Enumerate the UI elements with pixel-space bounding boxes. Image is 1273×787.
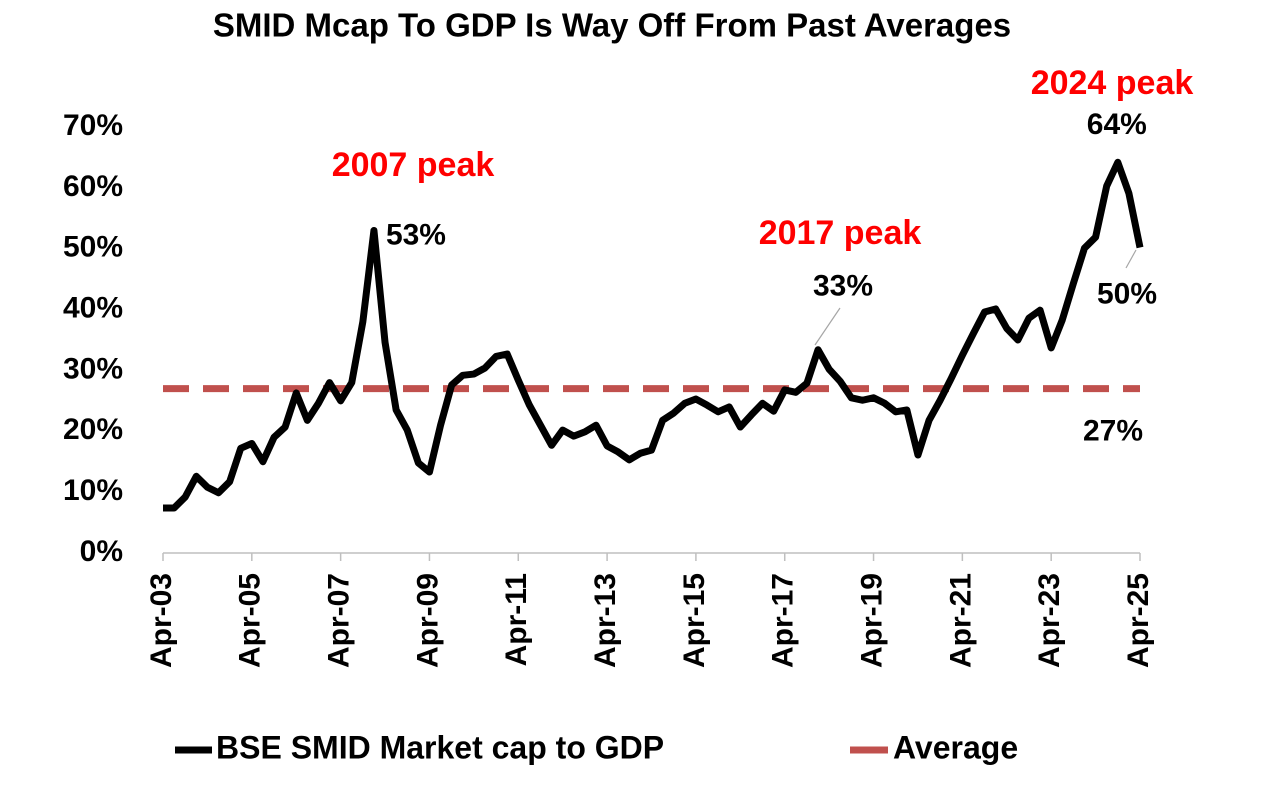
x-tick-label: Apr-25 [1122,573,1155,668]
x-tick-label: Apr-17 [767,573,800,668]
series-line [163,158,1144,512]
chart-title: SMID Mcap To GDP Is Way Off From Past Av… [213,7,1011,44]
x-tick-label: Apr-15 [678,573,711,668]
x-tick-label: Apr-13 [589,573,622,668]
y-tick-label: 60% [63,170,123,203]
legend-label: Average [893,729,1018,765]
data-label: 50% [1097,277,1157,310]
leader-line [1125,249,1137,269]
x-tick-label: Apr-19 [855,573,888,668]
data-label: 53% [386,218,446,251]
y-tick-label: 50% [63,231,123,264]
y-tick-label: 20% [63,413,123,446]
x-tick-label: Apr-05 [234,573,267,668]
average-label: 27% [1083,415,1143,448]
x-tick-label: Apr-21 [944,573,977,668]
y-tick-label: 10% [63,474,123,507]
x-tick-label: Apr-03 [145,573,178,668]
peak-annotation: 2017 peak [759,214,922,252]
y-tick-label: 0% [80,535,123,568]
x-tick-label: Apr-11 [500,573,533,666]
peak-annotation: 2007 peak [332,146,495,184]
data-label: 33% [813,270,873,303]
legend-label: BSE SMID Market cap to GDP [216,729,664,765]
y-tick-label: 30% [63,352,123,385]
x-tick-label: Apr-09 [411,573,444,668]
x-tick-label: Apr-23 [1033,573,1066,668]
peak-annotation: 2024 peak [1031,64,1194,102]
leader-line [814,307,841,346]
y-tick-label: 40% [63,291,123,324]
x-tick-label: Apr-07 [323,573,356,668]
y-tick-label: 70% [63,109,123,142]
data-label: 64% [1087,108,1147,141]
